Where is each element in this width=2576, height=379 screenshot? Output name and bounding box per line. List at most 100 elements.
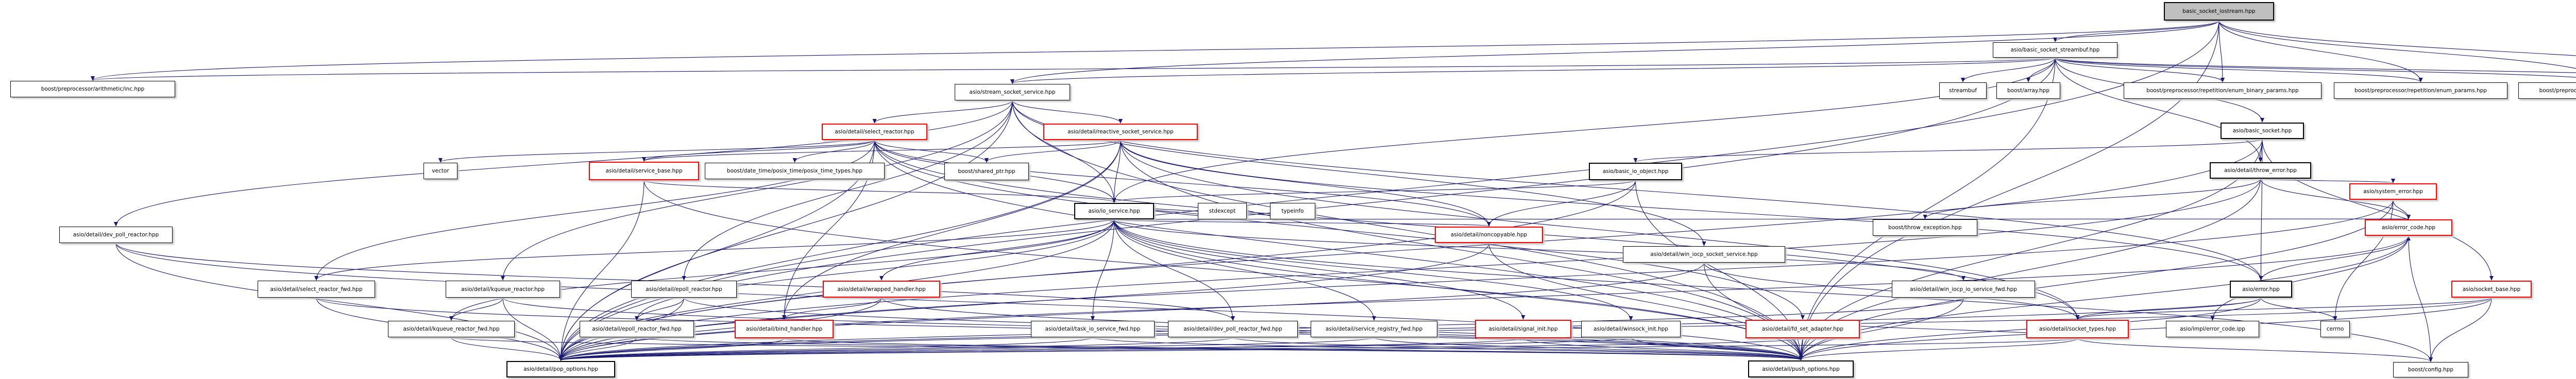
graph-node-label: asio/detail/kqueue_reactor_fwd.hpp (403, 326, 500, 332)
graph-node-ebp[interactable]: boost/preprocessor/repetition/enum_binar… (2124, 82, 2321, 99)
graph-node-label: vector (432, 168, 449, 174)
graph-node-wh[interactable]: asio/detail/wrapped_handler.hpp (823, 281, 940, 298)
graph-node-ecipp[interactable]: asio/impl/error_code.ipp (2166, 321, 2259, 337)
include-edge (314, 219, 1115, 281)
graph-node-ec[interactable]: asio/error_code.hpp (2365, 219, 2452, 236)
graph-node-array[interactable]: boost/array.hpp (1996, 82, 2060, 99)
graph-node-ep[interactable]: boost/preprocessor/repetition/enum_param… (2334, 82, 2507, 99)
graph-node-svcbase[interactable]: asio/detail/service_base.hpp (589, 162, 699, 180)
graph-node-dpr[interactable]: asio/detail/dev_poll_reactor.hpp (59, 227, 173, 243)
graph-node-bte[interactable]: boost/throw_exception.hpp (1873, 219, 1977, 236)
edges-group (91, 20, 2576, 362)
graph-node-bs[interactable]: asio/basic_socket.hpp (2221, 123, 2304, 139)
graph-node-label: boost/preprocessor/repetition/enum_param… (2354, 88, 2487, 94)
graph-node-label: asio/detail/reactive_socket_service.hpp (1067, 129, 1174, 135)
graph-node-label: asio/io_service.hpp (1088, 208, 1140, 214)
include-edge (792, 140, 875, 163)
graph-node-bh[interactable]: asio/detail/bind_handler.hpp (735, 320, 834, 338)
include-edge (1113, 219, 1376, 321)
include-edge (2429, 297, 2492, 362)
graph-node-inc[interactable]: boost/preprocessor/arithmetic/inc.hpp (10, 81, 175, 97)
include-edge (559, 337, 1375, 361)
graph-node-rft[interactable]: boost/preprocessor/repetition/repeat_fro… (2518, 82, 2576, 99)
graph-node-ios[interactable]: asio/io_service.hpp (1074, 203, 1154, 219)
graph-node-wi[interactable]: asio/detail/winsock_init.hpp (1581, 321, 1681, 337)
graph-node-streambuf[interactable]: streambuf (1939, 82, 1987, 99)
include-edge (1120, 140, 1803, 360)
graph-node-label: asio/detail/dev_poll_reactor.hpp (73, 232, 159, 238)
graph-node-label: asio/impl/error_code.ipp (2180, 326, 2245, 332)
include-edge (2055, 57, 2263, 162)
graph-node-kr[interactable]: asio/detail/kqueue_reactor.hpp (446, 281, 560, 298)
include-edge (2260, 178, 2395, 183)
include-edge (558, 337, 637, 361)
graph-node-label: asio/detail/push_options.hpp (1762, 366, 1840, 372)
include-edge (2260, 297, 2337, 321)
include-edge (558, 20, 2219, 361)
graph-node-wiss[interactable]: asio/detail/win_iocp_socket_service.hpp (1623, 246, 1785, 263)
graph-node-ptt[interactable]: boost/date_time/posix_time/posix_time_ty… (705, 163, 885, 179)
include-edge (2077, 338, 2433, 362)
graph-node-typeinfo[interactable]: typeinfo (1270, 203, 1315, 219)
graph-node-si[interactable]: asio/detail/signal_init.hpp (1475, 320, 1571, 338)
graph-node-selr[interactable]: asio/detail/select_reactor.hpp (822, 124, 927, 140)
graph-node-label: asio/detail/epoll_reactor_fwd.hpp (592, 326, 682, 332)
graph-node-label: cerrno (2326, 326, 2344, 332)
include-edge (2075, 297, 2262, 320)
graph-node-erf[interactable]: asio/detail/epoll_reactor_fwd.hpp (580, 321, 694, 337)
include-edge (1923, 178, 2261, 219)
graph-node-label: asio/detail/fd_set_adapter.hpp (1761, 326, 1844, 332)
include-edge (449, 219, 1115, 321)
graph-node-sp[interactable]: boost/shared_ptr.hpp (944, 163, 1029, 180)
graph-node-rss[interactable]: asio/detail/reactive_socket_service.hpp (1043, 124, 1198, 140)
graph-node-dprf[interactable]: asio/detail/dev_poll_reactor_fwd.hpp (1168, 321, 1298, 337)
graph-node-label: asio/detail/signal_init.hpp (1488, 326, 1558, 332)
graph-node-bssb[interactable]: asio/basic_socket_streambuf.hpp (1993, 42, 2117, 58)
graph-node-label: asio/basic_socket.hpp (2232, 128, 2292, 134)
graph-node-bio[interactable]: asio/basic_io_object.hpp (1589, 163, 1682, 180)
include-edge (1012, 100, 1123, 124)
include-edge (2026, 57, 2056, 82)
include-edge (91, 57, 2056, 81)
graph-node-err[interactable]: asio/error.hpp (2230, 281, 2292, 298)
include-edge (642, 140, 1121, 162)
graph-node-cerrno[interactable]: cerrno (2320, 321, 2350, 337)
graph-node-label: typeinfo (1281, 208, 1304, 214)
include-edge (1113, 219, 1491, 227)
include-edge (2075, 297, 2492, 320)
graph-node-label: asio/detail/pop_options.hpp (523, 366, 598, 372)
graph-node-label: asio/detail/select_reactor.hpp (835, 129, 914, 135)
include-edge (1113, 219, 1965, 281)
graph-node-fsa[interactable]: asio/detail/fd_set_adapter.hpp (1745, 320, 1860, 338)
graph-node-push[interactable]: asio/detail/push_options.hpp (1748, 360, 1854, 377)
graph-node-pop[interactable]: asio/detail/pop_options.hpp (506, 361, 615, 377)
graph-node-er[interactable]: asio/detail/epoll_reactor.hpp (631, 281, 737, 298)
graph-node-label: boost/throw_exception.hpp (1888, 225, 1962, 231)
graph-node-syserr[interactable]: asio/system_error.hpp (2349, 183, 2437, 200)
graph-node-st[interactable]: asio/detail/socket_types.hpp (2026, 320, 2129, 338)
include-edge (1113, 219, 1235, 321)
graph-node-tisf[interactable]: asio/detail/task_io_service_fwd.hpp (1031, 321, 1155, 337)
graph-node-bcfg[interactable]: boost/config.hpp (2393, 362, 2468, 377)
graph-node-label: asio/socket_base.hpp (2462, 286, 2521, 292)
include-edge (451, 337, 563, 361)
graph-node-label: boost/preprocessor/repetition/enum_binar… (2146, 88, 2299, 94)
include-edge (2218, 20, 2423, 82)
graph-node-label: asio/detail/noncopyable.hpp (1450, 232, 1528, 238)
graph-node-sss[interactable]: asio/stream_socket_service.hpp (955, 84, 1070, 100)
graph-node-label: asio/detail/win_iocp_io_service_fwd.hpp (1910, 286, 2017, 292)
graph-node-stdexcept[interactable]: stdexcept (1198, 203, 1247, 219)
include-edge (682, 100, 1013, 281)
graph-node-sb[interactable]: asio/socket_base.hpp (2451, 281, 2532, 298)
graph-node-vector[interactable]: vector (423, 163, 457, 179)
graph-node-krf[interactable]: asio/detail/kqueue_reactor_fwd.hpp (388, 321, 515, 337)
include-edge (874, 140, 989, 163)
graph-node-ncp[interactable]: asio/detail/noncopyable.hpp (1435, 227, 1543, 243)
graph-node-srf[interactable]: asio/detail/select_reactor_fwd.hpp (258, 281, 375, 298)
graph-node-label: asio/detail/task_io_service_fwd.hpp (1045, 326, 1141, 332)
graph-node-te[interactable]: asio/detail/throw_error.hpp (2210, 162, 2311, 179)
graph-node-root: basic_socket_iostream.hpp (2164, 2, 2274, 21)
graph-node-wiisf[interactable]: asio/detail/win_iocp_io_service_fwd.hpp (1892, 281, 2035, 298)
graph-node-srgf[interactable]: asio/detail/service_registry_fwd.hpp (1311, 321, 1437, 337)
